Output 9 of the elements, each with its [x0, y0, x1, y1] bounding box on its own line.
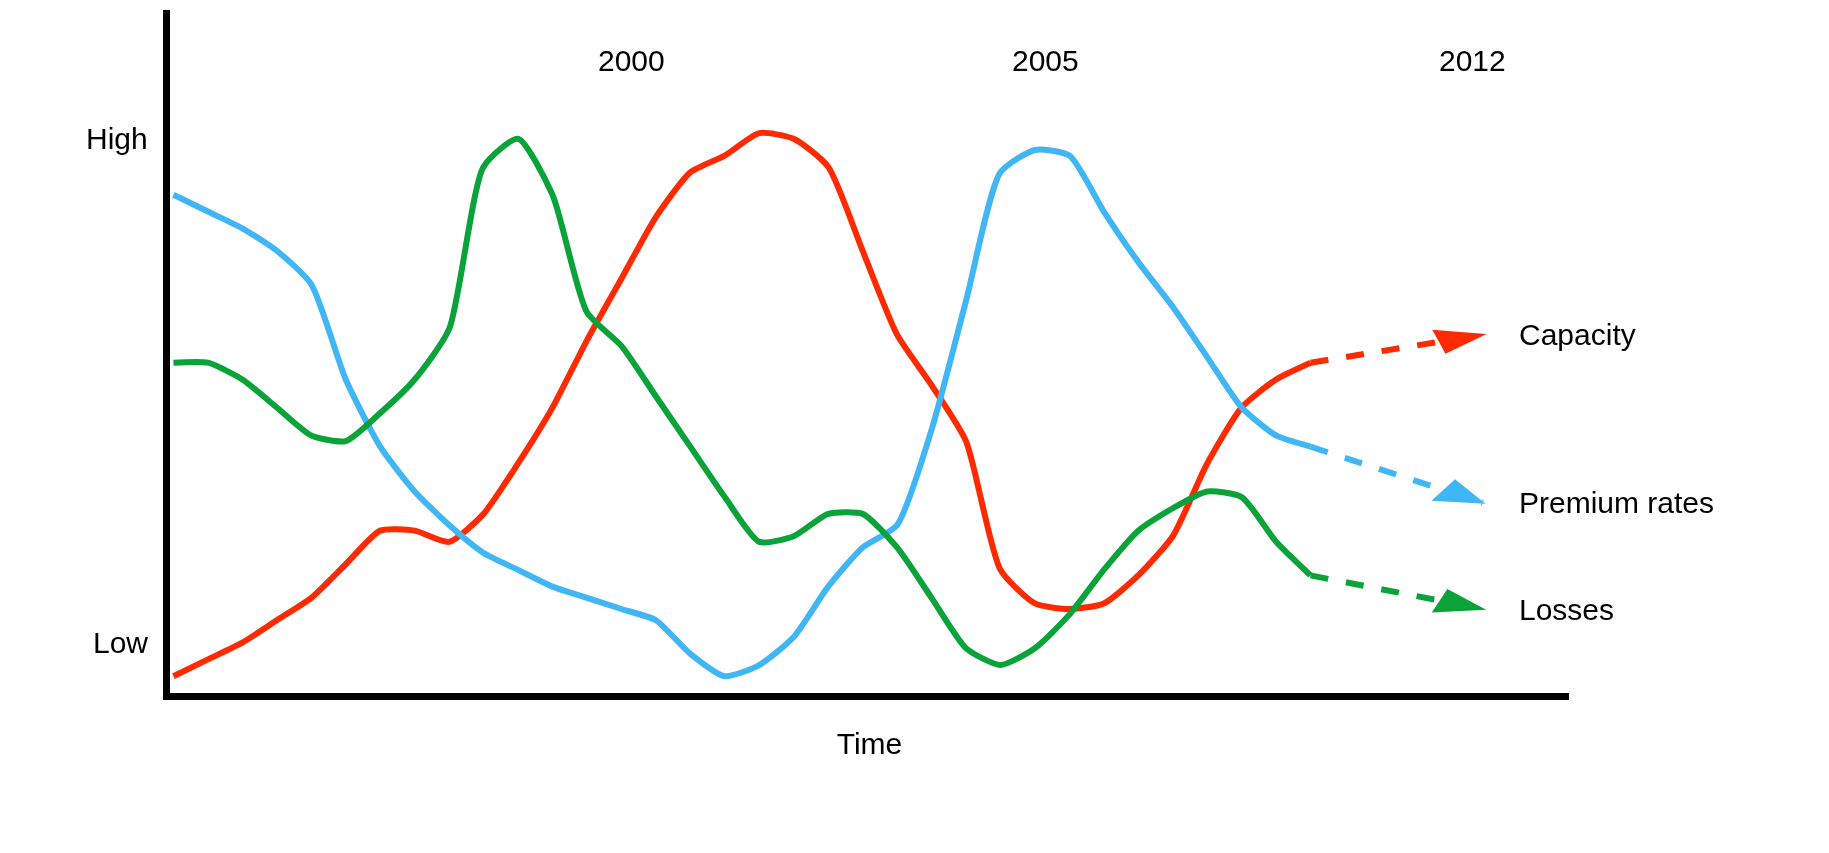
text: 2000	[598, 44, 665, 77]
text: 2012	[1439, 44, 1506, 77]
text: 2005	[1012, 44, 1079, 77]
legend-label: Capacity	[1519, 318, 1636, 351]
text: Low	[93, 626, 149, 659]
legend-label: Losses	[1519, 593, 1615, 626]
legend-label: Premium rates	[1519, 486, 1715, 519]
text: High	[86, 122, 148, 155]
x-axis-title: Time	[836, 726, 903, 760]
